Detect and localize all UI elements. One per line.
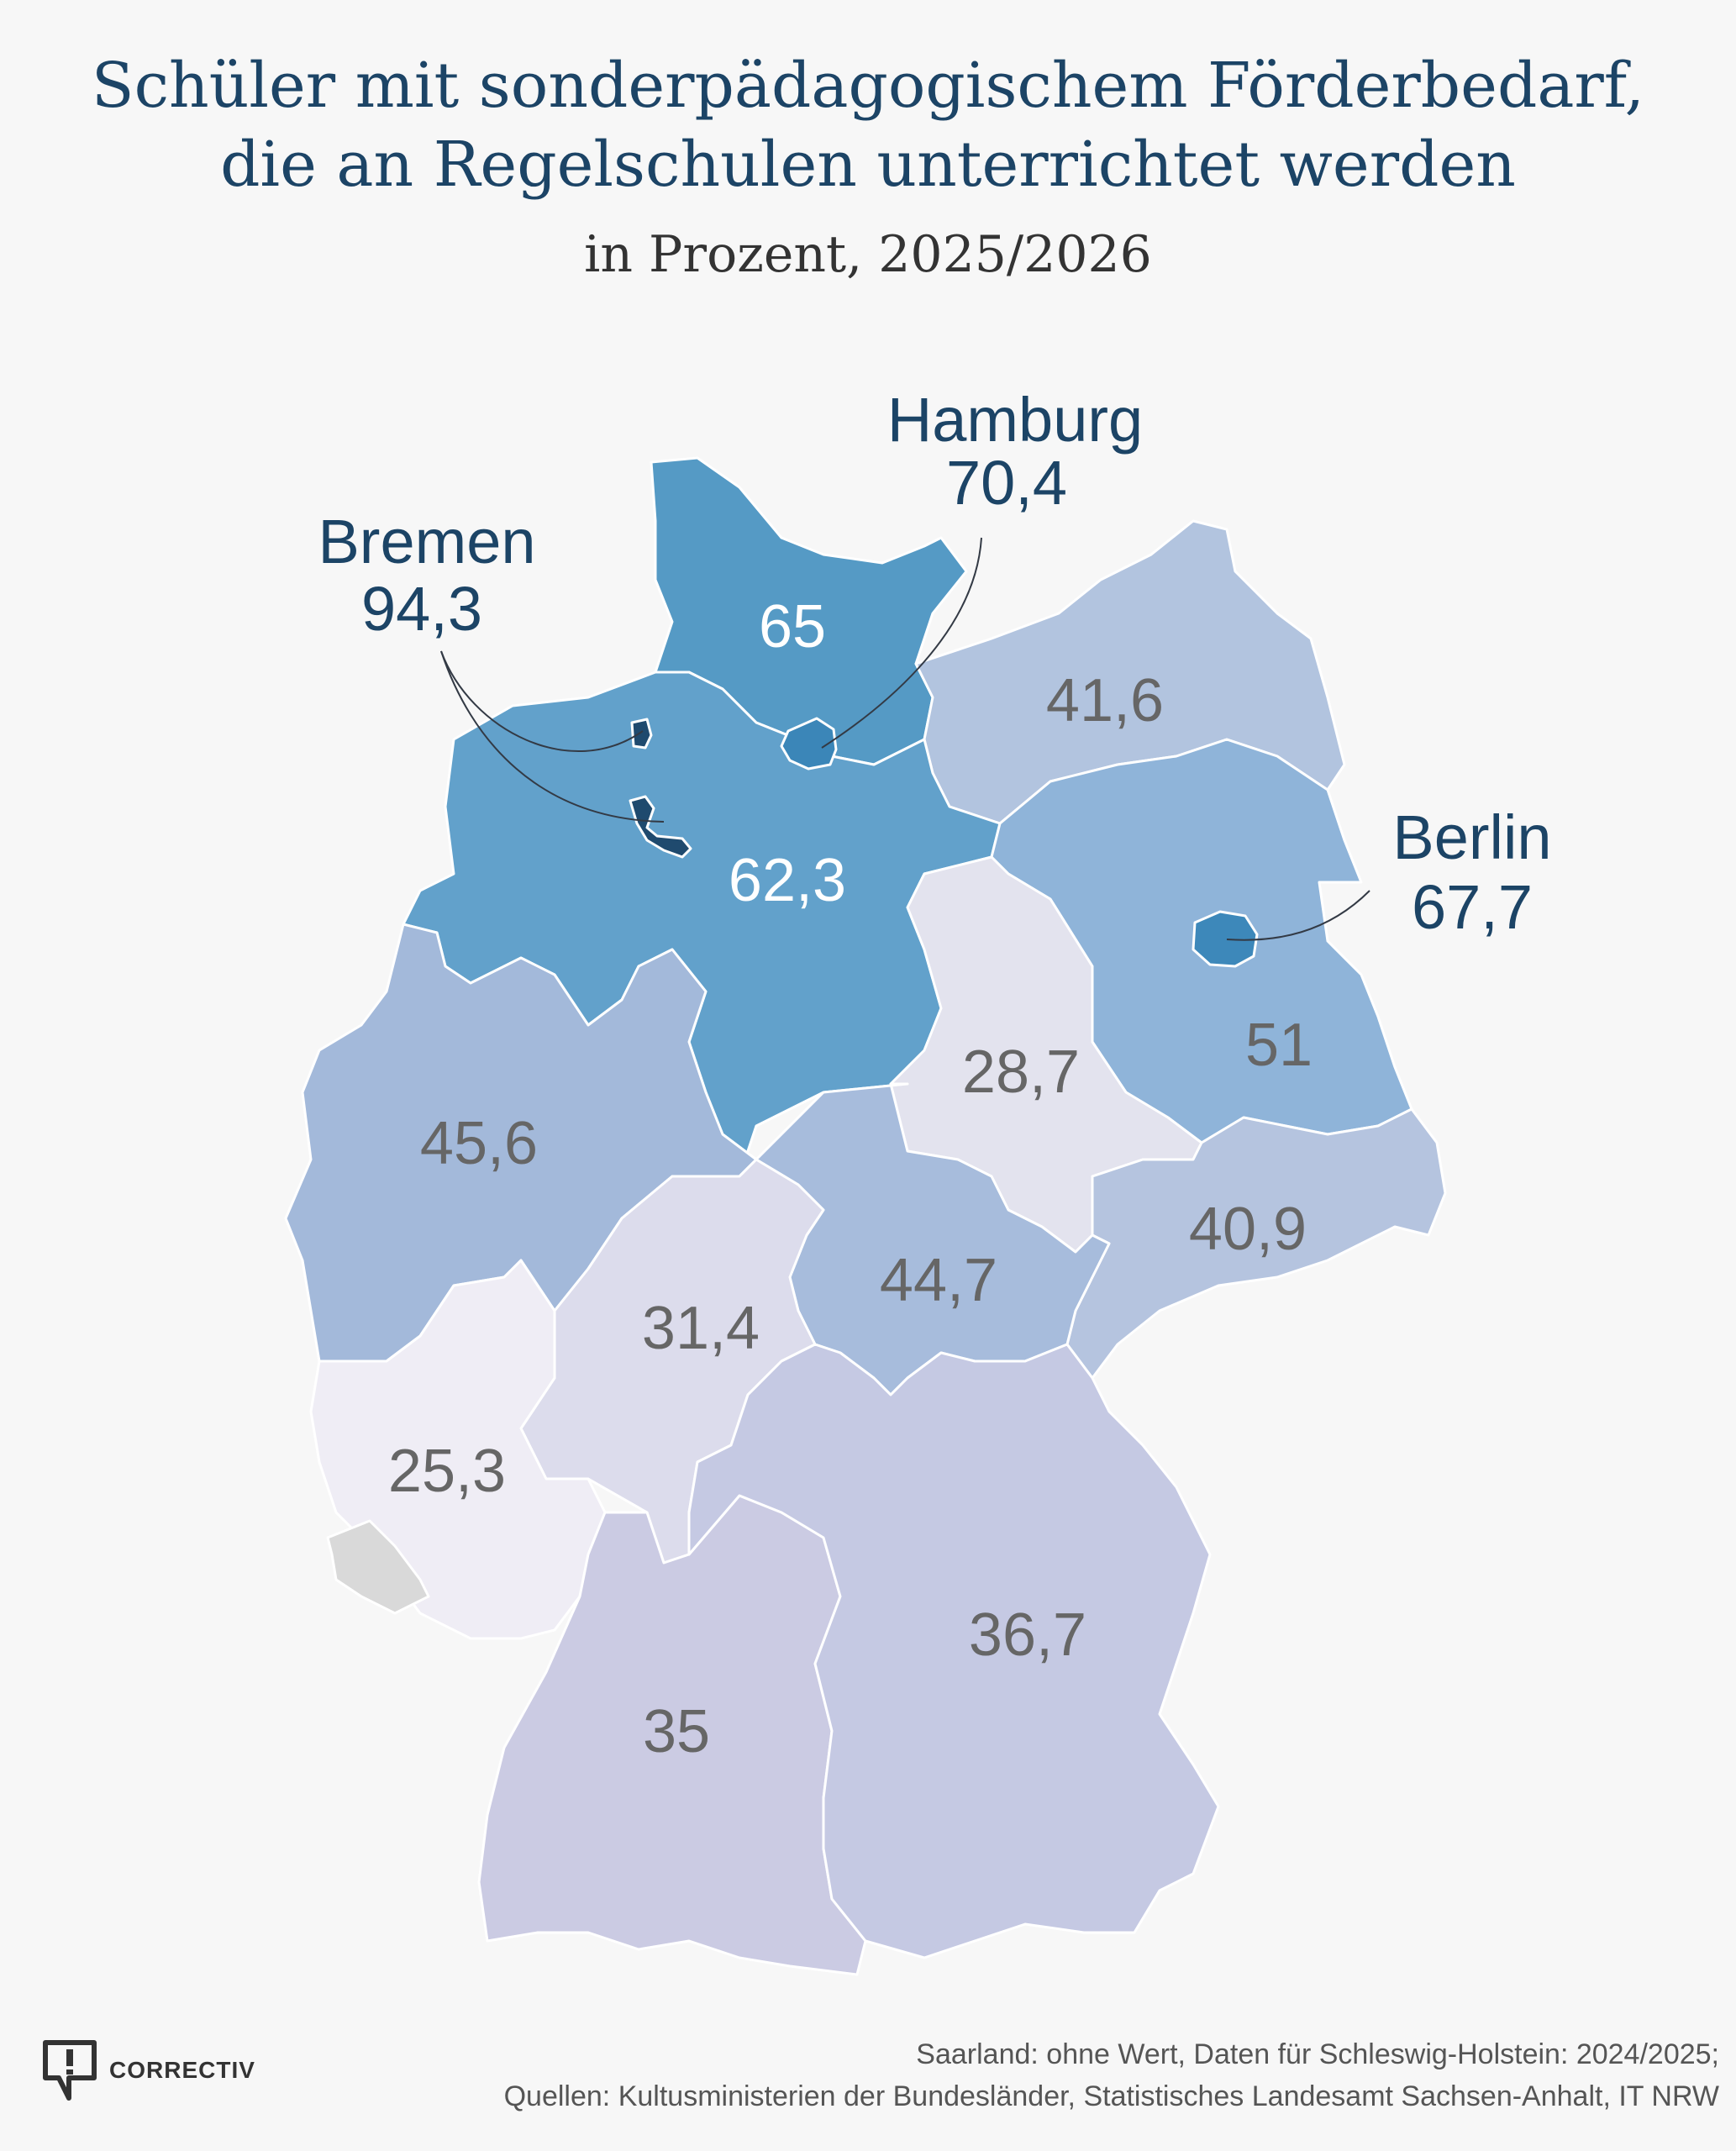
footer-notes: Saarland: ohne Wert, Daten für Schleswig… bbox=[504, 2033, 1719, 2117]
label-rheinland-pfalz: 25,3 bbox=[388, 1438, 506, 1505]
map-subtitle: in Prozent, 2025/2026 bbox=[584, 225, 1152, 284]
state-berlin bbox=[1192, 910, 1259, 968]
label-sachsen-anhalt: 28,7 bbox=[962, 1039, 1080, 1106]
callout-hamburg-value: 70,4 bbox=[946, 448, 1067, 518]
label-bayern: 36,7 bbox=[969, 1601, 1086, 1669]
label-thueringen: 44,7 bbox=[880, 1247, 997, 1314]
state-bremerhaven bbox=[630, 718, 653, 749]
berlin-leader-line bbox=[1226, 890, 1370, 941]
label-nordrhein-westfalen: 45,6 bbox=[420, 1110, 538, 1177]
footer-sources: Quellen: Kultusministerien der Bundeslän… bbox=[503, 2080, 1719, 2112]
bremen-leader-line-1 bbox=[440, 650, 644, 752]
label-sachsen: 40,9 bbox=[1189, 1196, 1307, 1263]
city-callouts: Hamburg 70,4 Bremen 94,3 Berlin 67,7 bbox=[318, 385, 1551, 942]
state-bayern bbox=[687, 1343, 1220, 1959]
label-niedersachsen: 62,3 bbox=[729, 847, 846, 914]
state-bremen bbox=[629, 795, 692, 859]
speech-bubble-exclamation-icon bbox=[43, 2040, 97, 2101]
callout-hamburg-name: Hamburg bbox=[887, 385, 1143, 455]
footer-note: Saarland: ohne Wert, Daten für Schleswig… bbox=[916, 2038, 1719, 2070]
hamburg-leader-line bbox=[821, 537, 982, 749]
label-brandenburg: 51 bbox=[1245, 1012, 1313, 1079]
label-hessen: 31,4 bbox=[642, 1295, 760, 1362]
label-schleswig-holstein: 65 bbox=[759, 593, 826, 660]
state-value-labels: 65 41,6 62,3 51 28,7 45,6 40,9 44,7 31,4… bbox=[388, 593, 1313, 1765]
title-line-1: Schüler mit sonderpädagogischem Förderbe… bbox=[91, 50, 1645, 122]
callout-bremen-name: Bremen bbox=[318, 507, 535, 576]
callout-berlin-value: 67,7 bbox=[1412, 872, 1533, 942]
label-baden-wuerttemberg: 35 bbox=[643, 1698, 710, 1765]
state-saarland bbox=[326, 1519, 430, 1615]
label-mecklenburg-vorpommern: 41,6 bbox=[1046, 667, 1164, 734]
state-hamburg bbox=[780, 717, 838, 770]
map-title: Schüler mit sonderpädagogischem Förderbe… bbox=[0, 46, 1736, 204]
correctiv-logo: CORRECTIV bbox=[40, 2038, 255, 2103]
callout-bremen-value: 94,3 bbox=[361, 574, 482, 644]
brand-name: CORRECTIV bbox=[109, 2057, 255, 2083]
bremen-leader-line-2 bbox=[440, 650, 665, 823]
callout-berlin-name: Berlin bbox=[1392, 802, 1551, 872]
title-line-2: die an Regelschulen unterrichtet werden bbox=[220, 129, 1516, 201]
